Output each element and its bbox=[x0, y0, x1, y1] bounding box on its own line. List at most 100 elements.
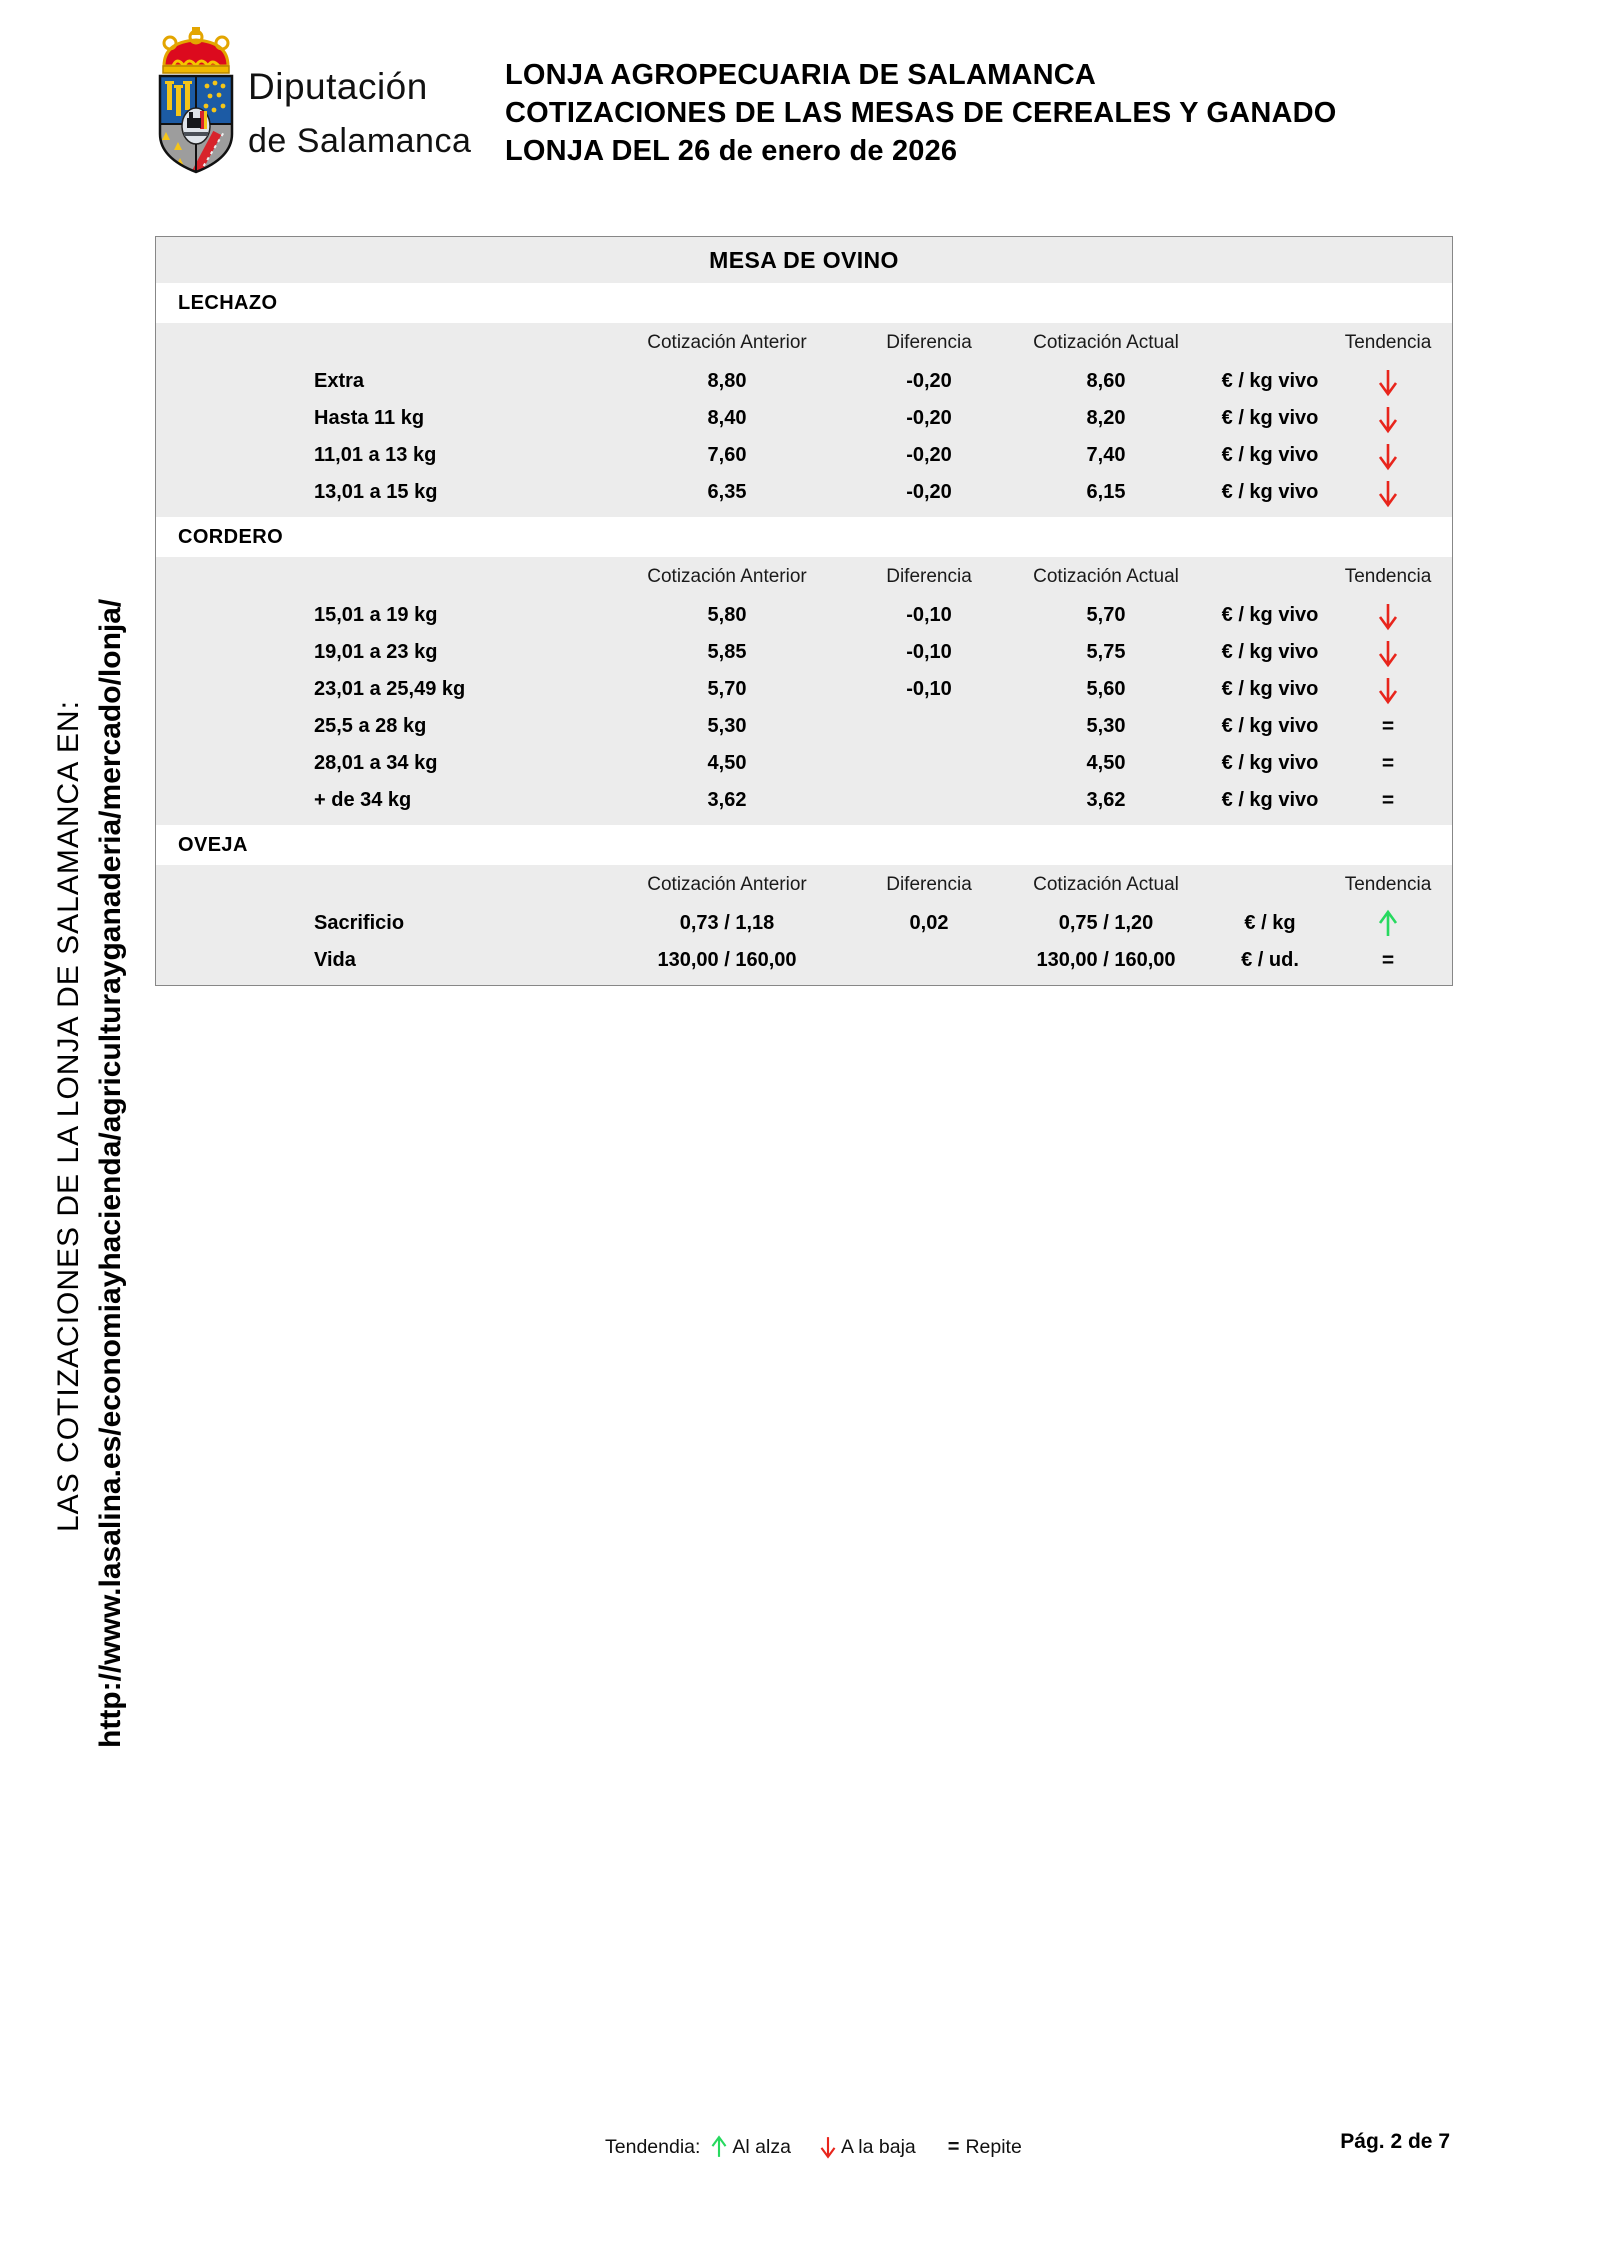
trend-down-icon bbox=[1378, 369, 1398, 396]
current-price-value: 5,75 bbox=[1086, 641, 1126, 663]
title-line-organization: LONJA AGROPECUARIA DE SALAMANCA bbox=[505, 59, 1097, 91]
price-row: 19,01 a 23 kg 5,85 -0,10 5,75 € / kg viv… bbox=[156, 634, 1452, 671]
unit-label: € / kg bbox=[1244, 912, 1296, 934]
trend-cell: = bbox=[1326, 949, 1450, 973]
legend-equal-label: Repite bbox=[965, 2135, 1022, 2158]
unit-label: € / kg vivo bbox=[1221, 678, 1319, 700]
column-header-diferencia: Diferencia bbox=[886, 874, 972, 895]
document-title: LONJA AGROPECUARIA DE SALAMANCA COTIZACI… bbox=[505, 56, 1337, 170]
trend-down-icon bbox=[819, 2134, 837, 2160]
category-label: 11,01 a 13 kg bbox=[314, 444, 437, 466]
previous-price-value: 4,50 bbox=[707, 752, 747, 774]
table-section: LECHAZO Cotización Anterior Diferencia C… bbox=[156, 283, 1452, 517]
unit-label: € / kg vivo bbox=[1221, 789, 1319, 811]
difference-value: -0,10 bbox=[906, 604, 952, 626]
column-header-anterior: Cotización Anterior bbox=[647, 566, 807, 587]
previous-price-value: 130,00 / 160,00 bbox=[657, 949, 797, 971]
price-row: 13,01 a 15 kg 6,35 -0,20 6,15 € / kg viv… bbox=[156, 474, 1452, 511]
previous-price-value: 5,85 bbox=[707, 641, 747, 663]
difference-value: -0,20 bbox=[906, 370, 952, 392]
unit-label: € / kg vivo bbox=[1221, 604, 1319, 626]
legend-up-label: Al alza bbox=[732, 2135, 791, 2158]
column-header-tendencia: Tendencia bbox=[1344, 874, 1432, 895]
column-header-diferencia: Diferencia bbox=[886, 332, 972, 353]
sidebar-url-text: http://www.lasalina.es/economiayhacienda… bbox=[94, 598, 127, 1748]
price-row: Sacrificio 0,73 / 1,18 0,02 0,75 / 1,20 … bbox=[156, 905, 1452, 942]
trend-cell: = bbox=[1326, 752, 1450, 776]
difference-value: -0,20 bbox=[906, 407, 952, 429]
column-header-row: Cotización Anterior Diferencia Cotizació… bbox=[156, 323, 1452, 363]
trend-equal-icon: = bbox=[1381, 714, 1395, 738]
category-label: 25,5 a 28 kg bbox=[314, 715, 427, 737]
current-price-value: 8,60 bbox=[1086, 370, 1126, 392]
previous-price-value: 7,60 bbox=[707, 444, 747, 466]
difference-value: 0,02 bbox=[909, 912, 949, 934]
difference-value: -0,10 bbox=[906, 678, 952, 700]
category-label: 19,01 a 23 kg bbox=[314, 641, 438, 663]
section-rows: Cotización Anterior Diferencia Cotizació… bbox=[156, 865, 1452, 985]
column-header-row: Cotización Anterior Diferencia Cotizació… bbox=[156, 557, 1452, 597]
price-row: 23,01 a 25,49 kg 5,70 -0,10 5,60 € / kg … bbox=[156, 671, 1452, 708]
price-row: 15,01 a 19 kg 5,80 -0,10 5,70 € / kg viv… bbox=[156, 597, 1452, 634]
category-label: 13,01 a 15 kg bbox=[314, 481, 438, 503]
section-header: CORDERO bbox=[156, 517, 1452, 557]
difference-value: -0,10 bbox=[906, 641, 952, 663]
previous-price-value: 8,40 bbox=[707, 407, 747, 429]
category-label: Extra bbox=[314, 370, 365, 392]
column-header-row: Cotización Anterior Diferencia Cotizació… bbox=[156, 865, 1452, 905]
column-header-anterior: Cotización Anterior bbox=[647, 874, 807, 895]
unit-label: € / kg vivo bbox=[1221, 481, 1319, 503]
current-price-value: 130,00 / 160,00 bbox=[1036, 949, 1176, 971]
column-header-anterior: Cotización Anterior bbox=[647, 332, 807, 353]
section-header: LECHAZO bbox=[156, 283, 1452, 323]
unit-label: € / ud. bbox=[1241, 949, 1299, 971]
price-row: Hasta 11 kg 8,40 -0,20 8,20 € / kg vivo bbox=[156, 400, 1452, 437]
trend-equal-icon: = bbox=[1381, 788, 1395, 812]
current-price-value: 0,75 / 1,20 bbox=[1058, 912, 1154, 934]
category-label: 28,01 a 34 kg bbox=[314, 752, 438, 774]
current-price-value: 7,40 bbox=[1086, 444, 1126, 466]
trend-up-icon bbox=[710, 2134, 728, 2160]
trend-cell bbox=[1326, 404, 1450, 434]
current-price-value: 8,20 bbox=[1086, 407, 1126, 429]
section-rows: Cotización Anterior Diferencia Cotizació… bbox=[156, 557, 1452, 825]
previous-price-value: 5,80 bbox=[707, 604, 747, 626]
trend-down-icon bbox=[1378, 480, 1398, 507]
category-label: 15,01 a 19 kg bbox=[314, 604, 438, 626]
category-label: 23,01 a 25,49 kg bbox=[314, 678, 466, 700]
trend-legend: Tendendia: Al alza A la baja = Repite bbox=[605, 2130, 1040, 2164]
unit-label: € / kg vivo bbox=[1221, 370, 1319, 392]
trend-down-icon bbox=[1378, 406, 1398, 433]
unit-label: € / kg vivo bbox=[1221, 407, 1319, 429]
price-row: 11,01 a 13 kg 7,60 -0,20 7,40 € / kg viv… bbox=[156, 437, 1452, 474]
trend-equal-icon: = bbox=[1381, 751, 1395, 775]
unit-label: € / kg vivo bbox=[1221, 444, 1319, 466]
trend-cell bbox=[1326, 601, 1450, 631]
trend-down-icon bbox=[1378, 443, 1398, 470]
previous-price-value: 0,73 / 1,18 bbox=[679, 912, 775, 934]
previous-price-value: 8,80 bbox=[707, 370, 747, 392]
current-price-value: 5,70 bbox=[1086, 604, 1126, 626]
current-price-value: 3,62 bbox=[1086, 789, 1126, 811]
table-section: CORDERO Cotización Anterior Diferencia C… bbox=[156, 517, 1452, 825]
table-section: OVEJA Cotización Anterior Diferencia Cot… bbox=[156, 825, 1452, 985]
trend-up-icon bbox=[712, 2135, 727, 2157]
trend-cell bbox=[1326, 675, 1450, 705]
page-number: Pág. 2 de 7 bbox=[1340, 2130, 1450, 2153]
trend-cell bbox=[1326, 441, 1450, 471]
title-line-date: LONJA DEL 26 de enero de 2026 bbox=[505, 135, 958, 167]
section-rows: Cotización Anterior Diferencia Cotizació… bbox=[156, 323, 1452, 517]
unit-label: € / kg vivo bbox=[1221, 641, 1319, 663]
section-header: OVEJA bbox=[156, 825, 1452, 865]
logo-wordmark: Diputación de Salamanca bbox=[248, 66, 471, 161]
price-row: Vida 130,00 / 160,00 130,00 / 160,00 € /… bbox=[156, 942, 1452, 979]
trend-cell bbox=[1326, 367, 1450, 397]
column-header-diferencia: Diferencia bbox=[886, 566, 972, 587]
difference-value: -0,20 bbox=[906, 481, 952, 503]
previous-price-value: 3,62 bbox=[707, 789, 747, 811]
current-price-value: 4,50 bbox=[1086, 752, 1126, 774]
price-row: 25,5 a 28 kg 5,30 5,30 € / kg vivo = bbox=[156, 708, 1452, 745]
trend-down-icon bbox=[1378, 603, 1398, 630]
current-price-value: 5,60 bbox=[1086, 678, 1126, 700]
category-label: + de 34 kg bbox=[314, 789, 412, 811]
